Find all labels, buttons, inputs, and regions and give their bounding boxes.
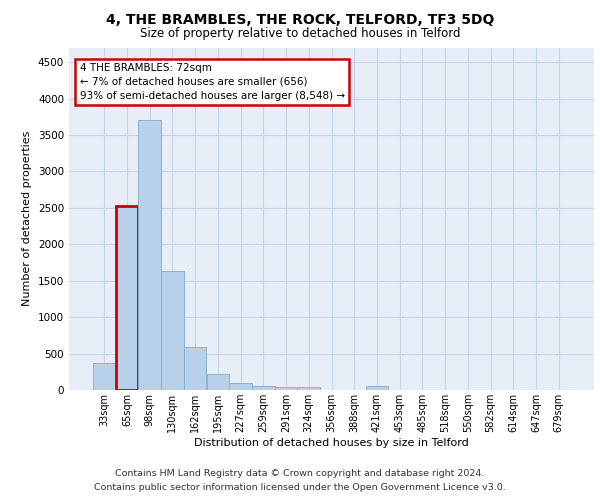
Bar [161, 271, 184, 390]
Text: Contains public sector information licensed under the Open Government Licence v3: Contains public sector information licen… [94, 484, 506, 492]
Bar [365, 386, 388, 390]
Bar [93, 363, 116, 390]
Text: 4 THE BRAMBLES: 72sqm
← 7% of detached houses are smaller (656)
93% of semi-deta: 4 THE BRAMBLES: 72sqm ← 7% of detached h… [79, 63, 344, 101]
Bar [139, 120, 161, 390]
Text: Size of property relative to detached houses in Telford: Size of property relative to detached ho… [140, 28, 460, 40]
Bar [275, 387, 298, 390]
Bar [184, 347, 206, 390]
Bar [206, 374, 229, 390]
Text: 4, THE BRAMBLES, THE ROCK, TELFORD, TF3 5DQ: 4, THE BRAMBLES, THE ROCK, TELFORD, TF3 … [106, 12, 494, 26]
Y-axis label: Number of detached properties: Number of detached properties [22, 131, 32, 306]
Text: Contains HM Land Registry data © Crown copyright and database right 2024.: Contains HM Land Registry data © Crown c… [115, 468, 485, 477]
Bar [298, 387, 320, 390]
Bar [116, 206, 139, 390]
Bar [252, 386, 275, 390]
X-axis label: Distribution of detached houses by size in Telford: Distribution of detached houses by size … [194, 438, 469, 448]
Bar [229, 382, 252, 390]
